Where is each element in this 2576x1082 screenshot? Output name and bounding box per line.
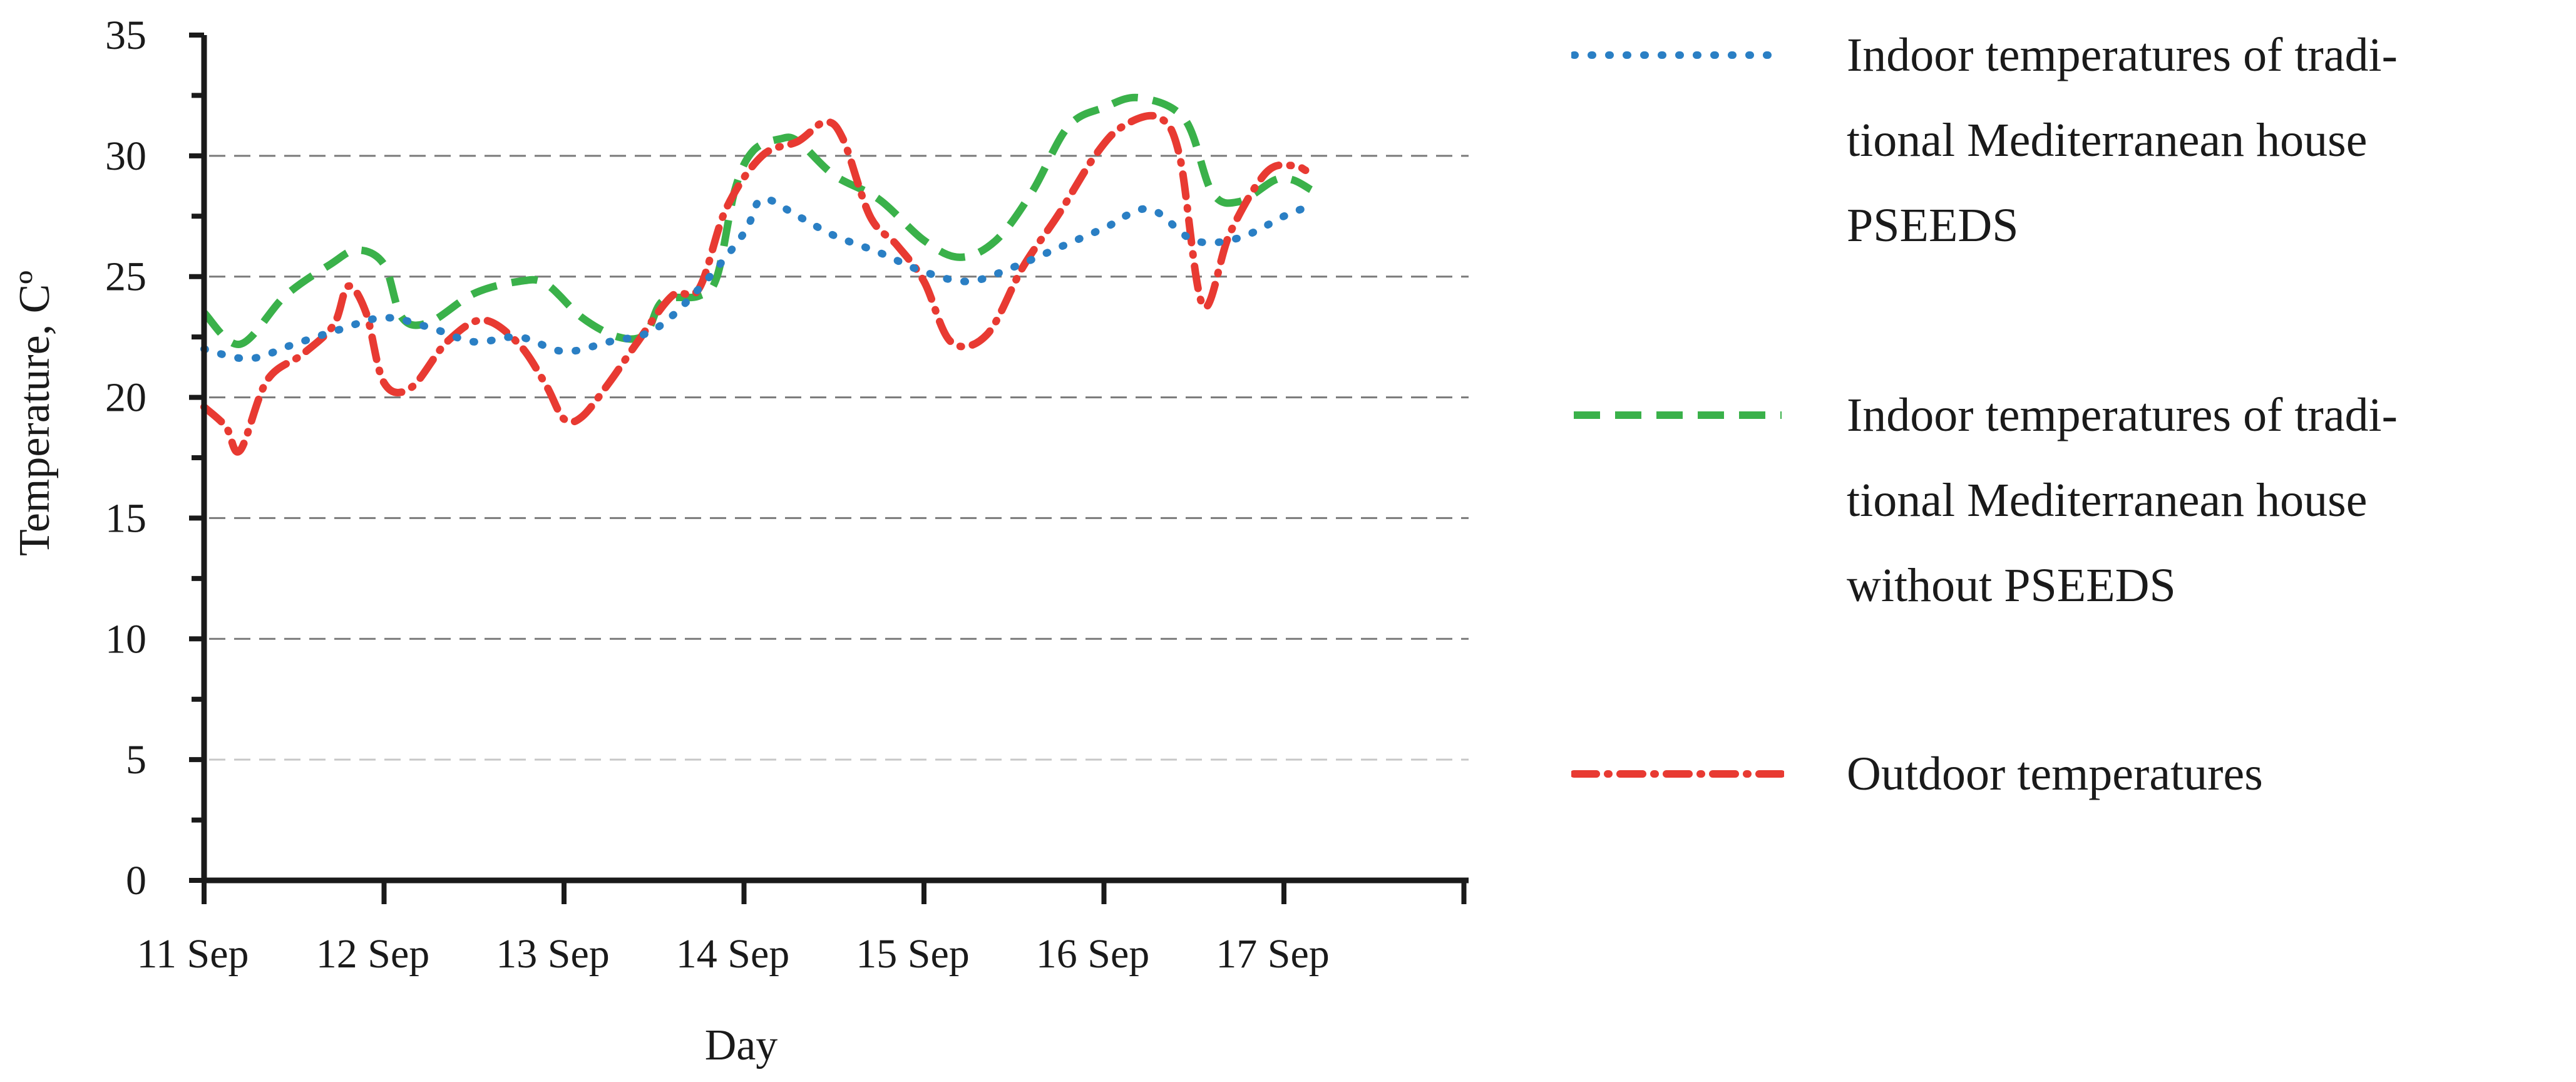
legend-swatch-pseeds: [1571, 51, 1784, 59]
legend-label-line: Outdoor temperatures: [1847, 748, 2263, 800]
legend-label-line: Indoor temperatures of tradi-: [1847, 389, 2398, 441]
y-tick-label: 20: [105, 375, 146, 421]
legend-label-outdoor: Outdoor temperatures: [1847, 731, 2560, 817]
x-tick-label: 15 Sep: [856, 931, 970, 977]
y-axis-title: Temperature, Cº: [11, 270, 59, 556]
y-tick-label: 0: [126, 858, 146, 904]
y-tick-label: 10: [105, 616, 146, 662]
series-line-indoor-pseeds: [200, 195, 1306, 363]
legend-label-line: tional Mediterranean house: [1847, 114, 2368, 167]
series-line-outdoor: [200, 111, 1310, 456]
x-tick-label: 16 Sep: [1036, 931, 1150, 977]
legend-label-line: Indoor temperatures of tradi-: [1847, 29, 2398, 81]
x-tick-label: 12 Sep: [316, 931, 430, 977]
legend-label-line: PSEEDS: [1847, 199, 2019, 252]
y-tick-label: 5: [126, 737, 146, 783]
x-axis-title: Day: [705, 1021, 778, 1069]
legend-label-without-pseeds: Indoor temperatures of tradi- tional Med…: [1847, 373, 2560, 628]
legend-label-pseeds: Indoor temperatures of tradi- tional Med…: [1847, 13, 2560, 268]
legend-label-line: tional Mediterranean house: [1847, 474, 2368, 527]
y-tick-label: 15: [105, 495, 146, 541]
gridlines: [209, 155, 1469, 761]
x-tick-label: 17 Sep: [1216, 931, 1330, 977]
y-tick-label: 35: [105, 13, 146, 58]
x-tick-label: 11 Sep: [136, 931, 249, 977]
x-tick-label: 14 Sep: [676, 931, 790, 977]
y-tick-label: 30: [105, 133, 146, 179]
legend-swatch-without-pseeds: [1574, 411, 1782, 419]
x-tick-label: 13 Sep: [496, 931, 610, 977]
ticks: 0 5 10 15 20 25 30 35 11 Sep 12 Sep 13 Sep 14 Sep 15…: [105, 13, 1467, 977]
series-line-indoor-without-pseeds: [201, 93, 1313, 348]
y-tick-label: 25: [105, 254, 146, 300]
legend-swatch-outdoor: [1571, 770, 1784, 778]
legend-label-line: without PSEEDS: [1847, 559, 2176, 612]
data-series: [200, 93, 1313, 456]
